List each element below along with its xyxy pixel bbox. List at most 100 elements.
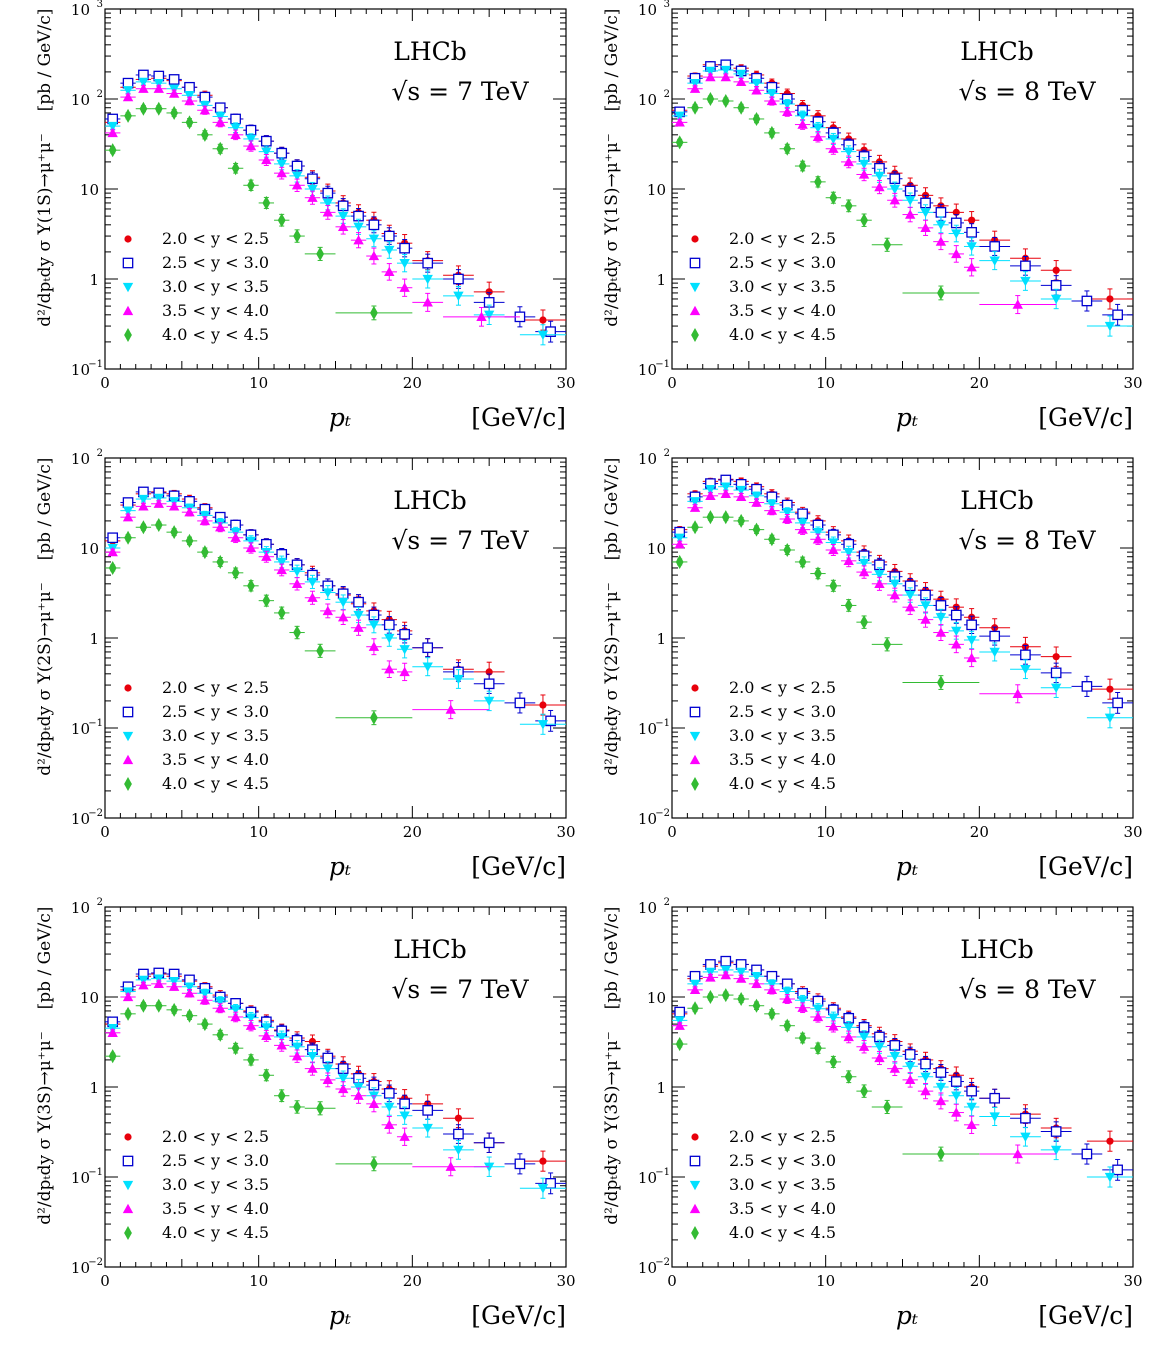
data-point <box>537 1184 549 1194</box>
data-point <box>1050 280 1062 291</box>
data-point <box>767 532 776 547</box>
data-point <box>322 1074 334 1085</box>
data-point <box>735 485 747 496</box>
data-point <box>783 1018 792 1033</box>
data-point <box>860 1084 868 1099</box>
series-group <box>105 518 413 726</box>
legend-label: 3.0 < y < 3.5 <box>729 1175 836 1194</box>
data-point <box>935 613 947 623</box>
y-tick-label: 10 <box>80 181 99 199</box>
data-point <box>514 1158 526 1170</box>
data-point <box>168 981 180 991</box>
y-tick-label: 10 <box>638 810 657 828</box>
data-point <box>307 1052 318 1062</box>
series-group <box>105 83 520 327</box>
data-point <box>951 1091 962 1101</box>
y-tick-label: 10 <box>638 1 657 19</box>
data-point <box>230 113 241 125</box>
data-point <box>231 565 240 580</box>
y-tick-base: 10 <box>638 1169 657 1187</box>
legend-marker <box>689 754 701 765</box>
data-point <box>322 605 334 616</box>
data-point <box>843 555 854 566</box>
data-point <box>307 1063 318 1073</box>
data-point <box>689 984 701 995</box>
data-point <box>689 83 701 93</box>
data-point <box>245 536 257 547</box>
data-point <box>122 506 134 516</box>
data-point <box>935 627 947 637</box>
y-tick-label: 1 <box>89 1079 99 1097</box>
legend-marker <box>124 684 132 692</box>
x-axis-unit: [GeV/c] <box>471 1301 566 1330</box>
data-point <box>445 1161 456 1171</box>
data-point <box>935 1095 947 1106</box>
y-tick-label: 10 <box>71 91 90 109</box>
data-point <box>1020 649 1031 661</box>
data-point <box>107 546 118 557</box>
data-point <box>1112 309 1123 321</box>
data-point <box>843 156 854 167</box>
data-point <box>184 506 195 517</box>
series-group <box>672 65 1133 337</box>
data-point <box>812 534 824 544</box>
legend-marker <box>124 1225 132 1241</box>
data-point <box>184 988 195 998</box>
legend-label: 4.0 < y < 4.5 <box>729 1223 836 1242</box>
data-point <box>782 993 793 1004</box>
data-point <box>215 522 226 532</box>
data-point <box>124 530 132 545</box>
data-point <box>107 127 118 138</box>
data-point <box>353 610 364 621</box>
legend-marker <box>691 327 699 343</box>
data-point <box>277 1088 286 1103</box>
y-tick-label: 10 <box>647 989 666 1007</box>
x-tick-label: 20 <box>970 374 989 392</box>
legend-label: 4.0 < y < 4.5 <box>729 325 836 344</box>
y-tick-label: 10 <box>71 1259 90 1277</box>
data-point <box>383 1088 395 1099</box>
data-point <box>261 1030 272 1041</box>
y-tick-label: 10 <box>647 540 666 558</box>
data-point <box>399 242 410 254</box>
data-point <box>735 973 747 983</box>
y-tick-base: 10 <box>71 1169 90 1187</box>
y-tick-exponent: 2 <box>664 897 670 908</box>
data-point <box>705 490 716 500</box>
series-group <box>105 974 566 1199</box>
data-point <box>199 515 211 526</box>
data-point <box>422 1123 433 1134</box>
x-tick-label: 20 <box>403 374 422 392</box>
data-point <box>674 117 685 127</box>
x-axis-unit: [GeV/c] <box>1038 1301 1133 1330</box>
y-tick-base: 10 <box>647 540 666 558</box>
y-tick-base: 10 <box>638 450 657 468</box>
data-point <box>1104 1172 1116 1183</box>
data-point <box>966 242 977 252</box>
data-point <box>920 601 931 611</box>
data-point <box>828 1021 839 1031</box>
data-point <box>814 1041 822 1056</box>
data-point <box>951 639 962 649</box>
data-point <box>337 598 349 608</box>
data-point <box>920 1072 931 1082</box>
data-point <box>154 998 163 1013</box>
data-point <box>858 159 870 170</box>
data-point <box>766 95 778 106</box>
x-tick-label: 20 <box>403 1272 422 1290</box>
data-point <box>454 1114 463 1122</box>
y-tick-exponent: 2 <box>664 89 670 100</box>
data-point <box>322 198 334 209</box>
y-axis-unit: [pb / GeV/c] <box>602 907 622 1010</box>
data-point <box>153 498 164 508</box>
legend-label: 4.0 < y < 4.5 <box>162 1223 269 1242</box>
y-tick-label: 10 <box>80 989 99 1007</box>
data-point <box>370 305 378 320</box>
data-point <box>1012 299 1023 309</box>
legend-label: 3.5 < y < 4.0 <box>729 301 836 320</box>
data-point <box>322 1064 334 1074</box>
x-tick-label: 20 <box>970 1272 989 1290</box>
data-point <box>247 578 255 593</box>
data-point <box>384 245 395 256</box>
data-point <box>735 76 747 87</box>
